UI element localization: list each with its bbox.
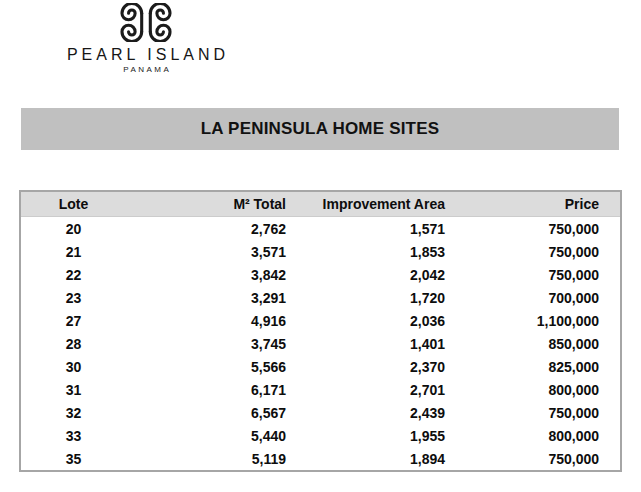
cell-price: 750,000 — [449, 447, 621, 471]
cell-m2-total: 2,762 — [126, 217, 290, 241]
cell-improvement-area: 1,571 — [290, 217, 449, 241]
pearl-island-logo: PEARL ISLAND PANAMA — [40, 3, 252, 74]
cell-price: 750,000 — [449, 240, 621, 263]
cell-price: 700,000 — [449, 286, 621, 309]
cell-m2-total: 5,440 — [126, 424, 290, 447]
table-row: 335,4401,955800,000 — [20, 424, 621, 447]
cell-price: 800,000 — [449, 378, 621, 401]
cell-lote: 21 — [20, 240, 126, 263]
cell-lote: 22 — [20, 263, 126, 286]
table-row: 305,5662,370825,000 — [20, 355, 621, 378]
table-row: 223,8422,042750,000 — [20, 263, 621, 286]
cell-lote: 32 — [20, 401, 126, 424]
cell-m2-total: 5,566 — [126, 355, 290, 378]
cell-lote: 33 — [20, 424, 126, 447]
cell-improvement-area: 1,720 — [290, 286, 449, 309]
header-lote: Lote — [20, 191, 126, 217]
logo-subtitle: PANAMA — [40, 65, 252, 74]
table-row: 316,1712,701800,000 — [20, 378, 621, 401]
cell-improvement-area: 2,036 — [290, 309, 449, 332]
cell-lote: 20 — [20, 217, 126, 241]
cell-improvement-area: 1,853 — [290, 240, 449, 263]
logo-title: PEARL ISLAND — [40, 46, 252, 64]
cell-lote: 27 — [20, 309, 126, 332]
table-row: 355,1191,894750,000 — [20, 447, 621, 471]
cell-improvement-area: 2,042 — [290, 263, 449, 286]
cell-lote: 23 — [20, 286, 126, 309]
table-body: 202,7621,571750,000213,5711,853750,00022… — [20, 217, 621, 472]
cell-price: 825,000 — [449, 355, 621, 378]
cell-improvement-area: 2,701 — [290, 378, 449, 401]
cell-price: 750,000 — [449, 263, 621, 286]
cell-price: 800,000 — [449, 424, 621, 447]
double-scroll-icon — [40, 3, 252, 43]
table-row: 213,5711,853750,000 — [20, 240, 621, 263]
cell-lote: 28 — [20, 332, 126, 355]
home-sites-table: Lote M² Total Improvement Area Price 202… — [19, 190, 622, 472]
table-row: 233,2911,720700,000 — [20, 286, 621, 309]
header-improvement-area: Improvement Area — [290, 191, 449, 217]
cell-m2-total: 3,291 — [126, 286, 290, 309]
table-header-row: Lote M² Total Improvement Area Price — [20, 191, 621, 217]
cell-improvement-area: 2,370 — [290, 355, 449, 378]
cell-improvement-area: 1,894 — [290, 447, 449, 471]
header-m2-total: M² Total — [126, 191, 290, 217]
cell-m2-total: 4,916 — [126, 309, 290, 332]
cell-m2-total: 6,171 — [126, 378, 290, 401]
cell-lote: 30 — [20, 355, 126, 378]
cell-m2-total: 3,842 — [126, 263, 290, 286]
cell-lote: 31 — [20, 378, 126, 401]
cell-m2-total: 3,571 — [126, 240, 290, 263]
cell-improvement-area: 1,955 — [290, 424, 449, 447]
cell-m2-total: 3,745 — [126, 332, 290, 355]
cell-lote: 35 — [20, 447, 126, 471]
cell-m2-total: 6,567 — [126, 401, 290, 424]
cell-m2-total: 5,119 — [126, 447, 290, 471]
title-banner: LA PENINSULA HOME SITES — [21, 108, 619, 150]
document-page: PEARL ISLAND PANAMA LA PENINSULA HOME SI… — [0, 0, 641, 492]
table-row: 274,9162,0361,100,000 — [20, 309, 621, 332]
header-price: Price — [449, 191, 621, 217]
cell-price: 750,000 — [449, 217, 621, 241]
cell-improvement-area: 1,401 — [290, 332, 449, 355]
cell-price: 750,000 — [449, 401, 621, 424]
page-title: LA PENINSULA HOME SITES — [201, 119, 440, 139]
table-row: 283,7451,401850,000 — [20, 332, 621, 355]
cell-price: 1,100,000 — [449, 309, 621, 332]
table-row: 202,7621,571750,000 — [20, 217, 621, 241]
cell-price: 850,000 — [449, 332, 621, 355]
cell-improvement-area: 2,439 — [290, 401, 449, 424]
table-row: 326,5672,439750,000 — [20, 401, 621, 424]
